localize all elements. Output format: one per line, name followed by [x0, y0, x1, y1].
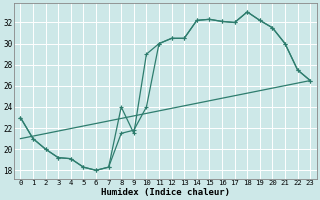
X-axis label: Humidex (Indice chaleur): Humidex (Indice chaleur): [101, 188, 230, 197]
